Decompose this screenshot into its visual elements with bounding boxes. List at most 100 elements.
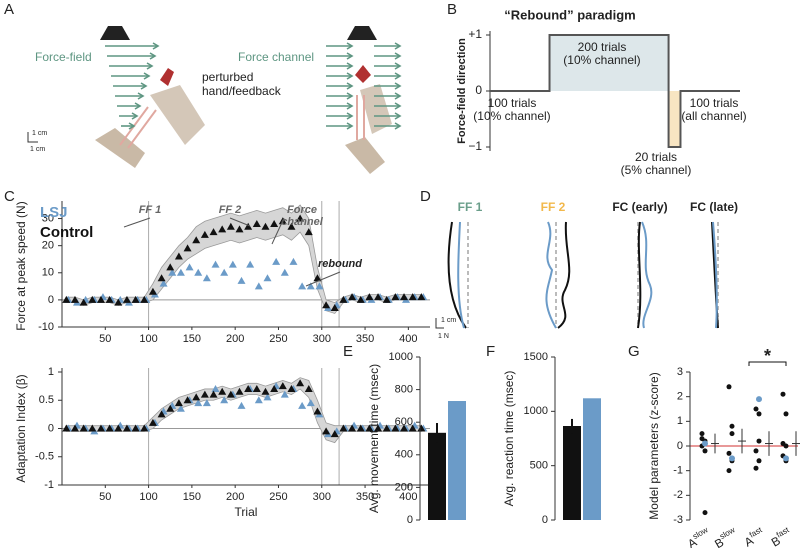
arrow-head — [346, 52, 354, 60]
point — [298, 282, 307, 290]
point — [356, 424, 365, 432]
point — [296, 214, 305, 222]
point — [304, 384, 313, 392]
y-axis-label: Avg. reaction time (msec) — [502, 371, 516, 507]
point — [202, 399, 211, 407]
point — [228, 260, 237, 268]
x-tick-label: 350 — [356, 333, 374, 345]
point — [306, 399, 315, 407]
point — [783, 443, 789, 449]
panel-d-diagram: FF 1 FF 2 FC (early) FC (late) 1 cm 1 N — [435, 200, 738, 340]
y-tick-label: 400 — [395, 449, 413, 461]
label: hand/feedback — [202, 84, 282, 98]
annotation: Force — [287, 204, 317, 216]
hand — [95, 128, 145, 168]
y-tick-label: -0.5 — [35, 451, 54, 463]
panel-label: B — [447, 1, 457, 18]
x-tick-label: 300 — [313, 491, 331, 503]
y-tick-label: 1 — [677, 415, 683, 427]
y-tick-label: -1 — [673, 465, 683, 477]
point — [211, 384, 220, 392]
label: Force channel — [238, 50, 314, 64]
point — [226, 222, 235, 230]
bar — [583, 398, 601, 520]
arrow-head — [394, 42, 402, 50]
scale-label: 1 N — [438, 333, 449, 340]
point — [306, 282, 315, 290]
arrow-head — [394, 72, 402, 80]
point — [278, 382, 287, 390]
point — [756, 411, 762, 417]
point — [235, 387, 244, 395]
point — [159, 279, 168, 287]
label-sup: fast — [775, 525, 791, 540]
scale-label: 1 cm — [30, 146, 45, 153]
phase-area — [549, 35, 669, 91]
label-sup: fast — [748, 525, 764, 540]
point — [322, 301, 331, 309]
trajectory — [641, 221, 653, 329]
x-tick-label: 50 — [99, 333, 111, 345]
point — [220, 268, 229, 276]
y-tick-label: 0 — [407, 514, 413, 526]
annotation: channel — [281, 216, 324, 228]
point — [226, 390, 235, 398]
point — [88, 295, 97, 303]
label: Force-field — [35, 50, 92, 64]
point — [702, 510, 708, 516]
y-tick-label: +1 — [468, 27, 482, 41]
x-tick-label: 250 — [269, 333, 287, 345]
point — [313, 407, 322, 415]
x-tick-label: Aslow — [684, 525, 713, 548]
y-axis-label: Force-field direction — [456, 38, 468, 144]
point — [263, 274, 272, 282]
point — [783, 411, 789, 417]
point — [62, 295, 71, 303]
annotation: 100 trials — [488, 96, 537, 110]
point — [382, 295, 391, 303]
point — [374, 424, 383, 432]
y-tick-label: 3 — [677, 366, 683, 378]
point — [753, 406, 759, 412]
point — [244, 384, 253, 392]
point — [237, 401, 246, 409]
trajectory-title: FC (early) — [612, 200, 667, 214]
arrow-head — [346, 112, 354, 120]
point — [296, 379, 305, 387]
point — [166, 263, 175, 271]
x-tick-label: 300 — [313, 333, 331, 345]
annotation: FF 2 — [219, 204, 242, 216]
x-tick-label: 50 — [99, 491, 111, 503]
y-tick-label: 20 — [42, 240, 54, 252]
label-sup: slow — [691, 525, 710, 541]
point — [235, 225, 244, 233]
y-tick-label: 0.5 — [39, 394, 54, 406]
x-tick-label: 200 — [226, 491, 244, 503]
trajectory — [712, 221, 718, 329]
hand — [150, 85, 205, 145]
point — [131, 295, 140, 303]
label-sup: slow — [718, 525, 737, 541]
arrow-head — [394, 52, 402, 60]
point — [254, 282, 263, 290]
phase-area — [668, 91, 681, 147]
point — [400, 424, 409, 432]
x-tick-label: Bslow — [711, 525, 740, 548]
point — [729, 431, 735, 437]
point — [270, 384, 279, 392]
x-tick-label: 400 — [399, 491, 417, 503]
y-tick-label: 2 — [677, 391, 683, 403]
point — [298, 401, 307, 409]
annotation-arrow — [229, 217, 251, 227]
point — [252, 219, 261, 227]
trajectory — [545, 221, 557, 329]
point — [131, 424, 140, 432]
panel-label: A — [4, 1, 14, 18]
y-tick-label: 0 — [677, 440, 683, 452]
annotation: (5% channel) — [621, 163, 692, 177]
arrow-head — [346, 72, 354, 80]
arrow-head — [146, 62, 154, 70]
arrow-head — [394, 112, 402, 120]
trajectory-title: FF 2 — [541, 200, 566, 214]
point — [339, 295, 348, 303]
